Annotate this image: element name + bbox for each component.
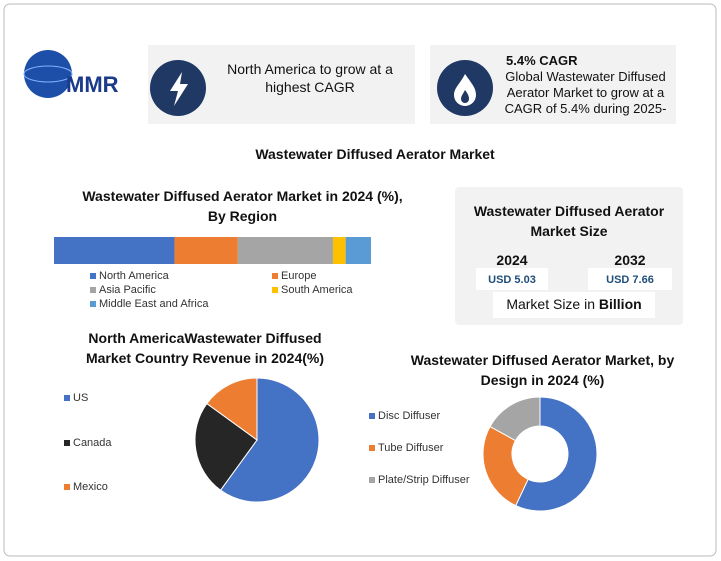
legend-swatch [64, 395, 70, 401]
main-title: Wastewater Diffused Aerator Market [255, 146, 495, 162]
legend-label: Tube Diffuser [378, 442, 444, 454]
slice [206, 377, 258, 441]
bolt-icon [170, 72, 188, 106]
chart-title: Wastewater Diffused Aerator Market, by D… [410, 352, 675, 388]
legend-swatch [369, 413, 375, 419]
year: 2024 [496, 252, 528, 268]
slice [515, 396, 598, 512]
legend-label: Asia Pacific [99, 284, 156, 296]
flame-icon [454, 74, 476, 106]
chart-title: North AmericaWastewater Diffused Market … [85, 330, 325, 366]
legend-label: South America [281, 284, 353, 296]
legend-swatch [64, 440, 70, 446]
logo-globe [24, 50, 72, 98]
legend-swatch [369, 477, 375, 483]
size-unit: Market Size in Billion [493, 296, 655, 312]
legend-swatch [90, 301, 96, 307]
year: 2032 [614, 252, 646, 268]
logo-text: MMR [66, 72, 119, 97]
card-text: North America to grow at a highest CAGR [227, 61, 393, 95]
card-title: 5.4% CAGR [506, 53, 578, 68]
size-value: USD 5.03 [488, 274, 536, 286]
legend-label: Middle East and Africa [99, 298, 209, 310]
legend-label: Disc Diffuser [378, 410, 440, 422]
value-box [476, 268, 548, 290]
slice [489, 396, 541, 442]
legend-swatch [272, 273, 278, 279]
bar-segment [237, 237, 333, 264]
legend-swatch [90, 273, 96, 279]
bar-segment [174, 237, 238, 264]
legend-swatch [272, 287, 278, 293]
bar-segment [332, 237, 346, 264]
legend-label: Mexico [73, 481, 108, 493]
size-title: Wastewater Diffused Aerator Market Size [473, 203, 665, 239]
unit-prefix: Market Size in [506, 296, 596, 312]
legend-label: US [73, 392, 88, 404]
legend-label: Europe [281, 270, 316, 282]
legend-label: Plate/Strip Diffuser [378, 474, 470, 486]
logo-orbit [23, 65, 73, 83]
slice [219, 377, 320, 503]
bar-segment [345, 237, 371, 264]
size-value: USD 7.66 [606, 274, 654, 286]
unit-box [493, 292, 655, 318]
unit: Billion [598, 296, 642, 312]
legend-swatch [64, 484, 70, 490]
value-box [588, 268, 672, 290]
legend-swatch [369, 445, 375, 451]
bar-segment [54, 237, 175, 264]
chart-title: Wastewater Diffused Aerator Market in 20… [82, 188, 403, 224]
size-box [455, 187, 683, 325]
legend-swatch [90, 287, 96, 293]
card-text: Global Wastewater Diffused Aerator Marke… [504, 69, 667, 116]
legend-label: Canada [73, 437, 112, 449]
slice [194, 402, 258, 491]
legend-label: North America [99, 270, 170, 282]
